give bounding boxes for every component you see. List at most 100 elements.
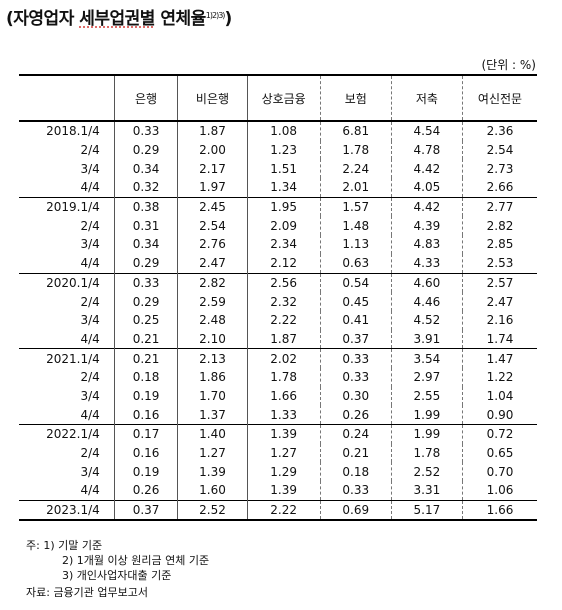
value-cell: 3.31: [390, 481, 463, 501]
period-cell: 3/4: [80, 388, 100, 403]
value-cell: 1.95: [246, 196, 321, 217]
table-row: 3/4 0.34 2.17 1.51 2.24 4.42 2.73: [19, 159, 537, 179]
table-row: 2/4 0.31 2.54 2.09 1.48 4.39 2.82: [19, 216, 537, 236]
value-cell: 1.99: [390, 423, 463, 444]
footnotes: 주: 1) 기말 기준 2) 1개월 이상 원리금 연체 기준 3) 개인사업자…: [26, 538, 209, 583]
header-insurance: 보험: [319, 75, 392, 121]
table-row: 4/4 0.29 2.47 2.12 0.63 4.33 2.53: [19, 253, 537, 273]
period-cell: 3/4: [80, 464, 100, 479]
value-cell: 1.78: [390, 443, 463, 463]
value-cell: 2.36: [461, 121, 537, 141]
value-cell: 2.59: [177, 292, 248, 311]
value-cell: 1.29: [246, 462, 321, 482]
value-cell: 0.29: [113, 140, 178, 160]
value-cell: 2.13: [177, 348, 248, 368]
value-cell: 2.24: [319, 159, 392, 179]
table-row: 2020.1/4 0.33 2.82 2.56 0.54 4.60 2.57: [19, 272, 537, 293]
value-cell: 0.21: [319, 443, 392, 463]
value-cell: 1.39: [177, 462, 248, 482]
table-row: 2/4 0.16 1.27 1.27 0.21 1.78 0.65: [19, 443, 537, 463]
value-cell: 4.42: [390, 196, 463, 217]
value-cell: 0.25: [113, 310, 178, 330]
table-row: 4/4 0.16 1.37 1.33 0.26 1.99 0.90: [19, 405, 537, 425]
value-cell: 4.78: [390, 140, 463, 160]
value-cell: 0.18: [113, 367, 178, 387]
value-cell: 0.37: [113, 499, 178, 522]
value-cell: 2.57: [461, 272, 537, 293]
value-cell: 1.51: [246, 159, 321, 179]
value-cell: 0.33: [319, 348, 392, 368]
value-cell: 0.26: [113, 481, 178, 501]
value-cell: 2.53: [461, 253, 537, 273]
period-cell: 4/4: [80, 483, 100, 498]
value-cell: 1.39: [246, 481, 321, 501]
value-cell: 2.17: [177, 159, 248, 179]
value-cell: 4.52: [390, 310, 463, 330]
value-cell: 2.47: [461, 292, 537, 311]
value-cell: 6.81: [319, 121, 392, 141]
value-cell: 2.54: [177, 216, 248, 236]
value-cell: 0.41: [319, 310, 392, 330]
value-cell: 1.66: [461, 499, 537, 522]
period-cell: 2/4: [80, 143, 100, 158]
period-cell: 2021.1/4: [19, 348, 115, 368]
value-cell: 2.66: [461, 178, 537, 198]
value-cell: 2.34: [246, 235, 321, 254]
period-cell: 2020.1/4: [19, 272, 115, 293]
table-row: 2019.1/4 0.38 2.45 1.95 1.57 4.42 2.77: [19, 196, 537, 217]
period-cell: 2/4: [80, 218, 100, 233]
value-cell: 1.37: [177, 405, 248, 425]
value-cell: 2.00: [177, 140, 248, 160]
table-row: 3/4 0.19 1.39 1.29 0.18 2.52 0.70: [19, 462, 537, 482]
value-cell: 1.66: [246, 386, 321, 406]
value-cell: 2.48: [177, 310, 248, 330]
value-cell: 5.17: [390, 499, 463, 522]
table-row: 4/4 0.32 1.97 1.34 2.01 4.05 2.66: [19, 178, 537, 198]
header-nonbank: 비은행: [177, 75, 248, 121]
value-cell: 0.16: [113, 405, 178, 425]
value-cell: 0.18: [319, 462, 392, 482]
value-cell: 0.38: [113, 196, 178, 217]
value-cell: 1.86: [177, 367, 248, 387]
value-cell: 2.82: [177, 272, 248, 293]
value-cell: 2.32: [246, 292, 321, 311]
period-cell: 2018.1/4: [46, 124, 100, 139]
value-cell: 0.26: [319, 405, 392, 425]
header-specialized-credit: 여신전문: [461, 75, 537, 121]
value-cell: 2.54: [461, 140, 537, 160]
value-cell: 4.42: [390, 159, 463, 179]
value-cell: 2.82: [461, 216, 537, 236]
value-cell: 1.47: [461, 348, 537, 368]
table-row: 2/4 0.29 2.59 2.32 0.45 4.46 2.47: [19, 292, 537, 311]
table-row: 2021.1/4 0.21 2.13 2.02 0.33 3.54 1.47: [19, 348, 537, 368]
value-cell: 1.48: [319, 216, 392, 236]
value-cell: 1.13: [319, 235, 392, 254]
value-cell: 0.54: [319, 272, 392, 293]
value-cell: 0.34: [113, 235, 178, 254]
value-cell: 1.97: [177, 178, 248, 198]
value-cell: 1.23: [246, 140, 321, 160]
header-row: 은행 비은행 상호금융 보험 저축 여신전문: [19, 75, 537, 121]
period-cell: 3/4: [80, 313, 100, 328]
unit-label: (단위 : %): [481, 58, 536, 72]
value-cell: 1.06: [461, 481, 537, 501]
value-cell: 1.04: [461, 386, 537, 406]
value-cell: 0.33: [319, 481, 392, 501]
value-cell: 1.34: [246, 178, 321, 198]
table-title: (자영업자 세부업권별 연체율1)2)3)): [6, 9, 232, 29]
value-cell: 1.27: [246, 443, 321, 463]
value-cell: 2.76: [177, 235, 248, 254]
value-cell: 0.33: [113, 272, 178, 293]
period-cell: 2019.1/4: [19, 196, 115, 217]
value-cell: 0.29: [113, 292, 178, 311]
value-cell: 1.78: [246, 367, 321, 387]
source-note: 자료: 금융기관 업무보고서: [26, 586, 149, 599]
value-cell: 0.24: [319, 423, 392, 444]
value-cell: 0.33: [113, 121, 178, 141]
table-row: 2018.1/4 0.33 1.87 1.08 6.81 4.54 2.36: [19, 121, 537, 141]
table-row: 3/4 0.34 2.76 2.34 1.13 4.83 2.85: [19, 235, 537, 254]
value-cell: 0.65: [461, 443, 537, 463]
period-cell: 2/4: [80, 446, 100, 461]
value-cell: 2.52: [177, 499, 248, 522]
period-cell: 4/4: [80, 256, 100, 271]
